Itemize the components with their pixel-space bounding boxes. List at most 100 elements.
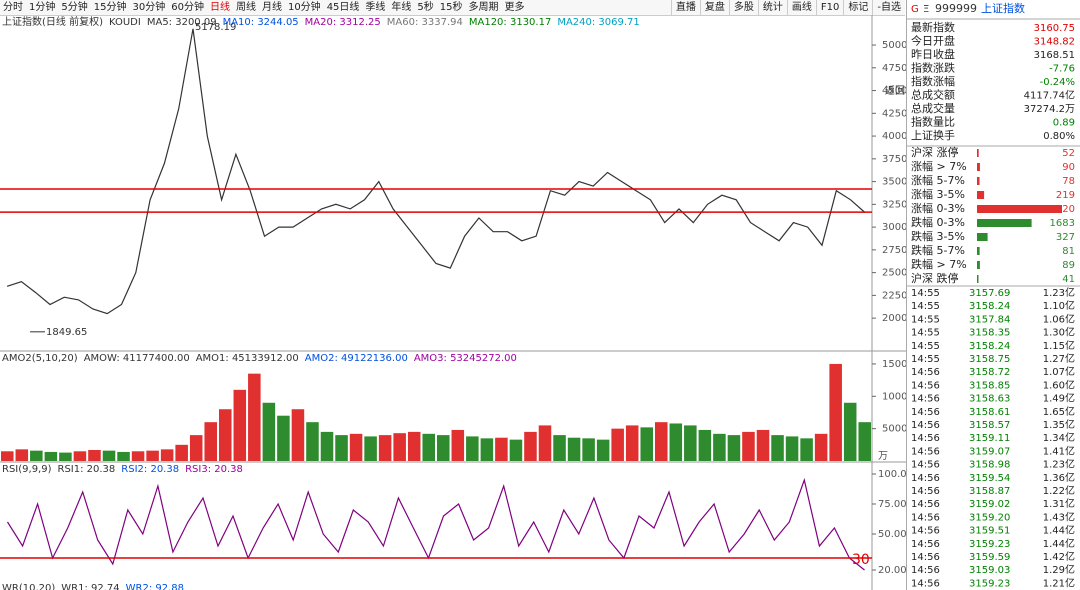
back-button[interactable]: 返回 — [885, 85, 905, 97]
flag: G — [911, 4, 919, 15]
tick-time: 14:56 — [911, 407, 940, 418]
tick-price: 3158.24 — [969, 341, 1010, 352]
tick-price: 3159.20 — [969, 512, 1010, 523]
y-tick-label: 3000 — [882, 222, 906, 233]
volume-bar — [785, 436, 799, 461]
period-tab[interactable]: 30分钟 — [132, 2, 166, 13]
breadth-value: 219 — [1056, 190, 1075, 201]
volume-bar — [567, 437, 581, 461]
tick-volume: 1.10亿 — [1043, 299, 1075, 312]
volume-bar — [640, 427, 653, 461]
tick-price: 3159.51 — [969, 526, 1010, 537]
tick-time: 14:56 — [911, 552, 940, 563]
breadth-bar — [977, 247, 980, 255]
period-tab[interactable]: 年线 — [391, 2, 412, 13]
tick-price: 3157.69 — [969, 288, 1010, 299]
period-tab[interactable]: 多周期 — [468, 2, 499, 13]
tick-time: 14:56 — [911, 367, 940, 378]
volume-bar — [422, 433, 435, 461]
volume-bar — [858, 422, 871, 461]
volume-bar — [262, 402, 276, 461]
volume-bar — [524, 431, 537, 461]
volume-bar — [277, 415, 290, 461]
breadth-label: 跌幅 5-7% — [911, 243, 965, 257]
volume-bar — [698, 429, 712, 461]
tool-button[interactable]: -自选 — [872, 0, 905, 15]
tool-button[interactable]: 标记 — [843, 0, 872, 15]
tick-time: 14:56 — [911, 433, 940, 444]
tick-price: 3159.54 — [969, 473, 1010, 484]
y-tick-label: 3750 — [882, 154, 906, 165]
period-tab[interactable]: 日线 — [209, 2, 230, 13]
quote-label: 昨日收盘 — [911, 47, 955, 61]
tick-time: 14:56 — [911, 526, 940, 537]
tick-volume: 1.27亿 — [1043, 352, 1075, 365]
toolbar: 分时 1分钟 5分钟 15分钟 30分钟 60分钟 日线 周线 月线 10分钟 45日线 季线 年线 5秒… — [0, 0, 905, 16]
y-tick-label: 15000 — [882, 359, 906, 370]
quote-value: 3160.75 — [1034, 23, 1075, 34]
volume-bar — [495, 437, 508, 461]
period-tab[interactable]: 60分钟 — [171, 2, 204, 13]
period-tab[interactable]: 更多 — [504, 2, 525, 13]
volume-bar — [117, 451, 130, 461]
period-tab[interactable]: 10分钟 — [287, 2, 321, 13]
volume-bar — [59, 452, 72, 461]
volume-bar — [509, 439, 523, 461]
tick-volume: 1.06亿 — [1043, 312, 1075, 325]
tick-price: 3159.11 — [969, 433, 1010, 444]
price-line — [6, 28, 866, 315]
period-tab[interactable]: 月线 — [261, 2, 282, 13]
period-tab[interactable]: 5秒 — [417, 2, 434, 13]
volume-bar — [73, 451, 87, 461]
volume-bar — [843, 402, 857, 461]
volume-bar — [582, 438, 595, 461]
tick-time: 14:55 — [911, 314, 940, 325]
breadth-bar — [977, 149, 979, 157]
volume-bar — [233, 389, 247, 461]
breadth-bar — [977, 219, 1032, 227]
tick-time: 14:55 — [911, 328, 940, 339]
period-tab[interactable]: 周线 — [235, 2, 256, 13]
period-tab[interactable]: 15秒 — [439, 2, 463, 13]
breadth-label: 涨幅 0-3% — [911, 202, 965, 215]
period-tab[interactable]: 15分钟 — [93, 2, 127, 13]
unit-label: 万 — [878, 451, 888, 462]
tick-volume: 1.41亿 — [1043, 444, 1075, 457]
quote-value: 0.89 — [1053, 118, 1075, 129]
tool-button[interactable]: 画线 — [786, 0, 816, 15]
breadth-value: 52 — [1062, 148, 1075, 159]
tick-volume: 1.31亿 — [1043, 497, 1075, 510]
y-tick-label: 4500 — [882, 86, 906, 97]
tick-volume: 1.60亿 — [1043, 378, 1075, 391]
volume-bar — [393, 433, 406, 461]
tool-button[interactable]: 统计 — [757, 0, 787, 15]
period-tab[interactable]: 分时 — [3, 2, 23, 13]
quote-value: 4117.74亿 — [1024, 89, 1075, 102]
volume-bar — [131, 451, 145, 461]
period-tab[interactable]: 1分钟 — [29, 2, 56, 13]
volume-bar — [364, 436, 377, 461]
tick-price: 3157.84 — [969, 314, 1010, 325]
volume-bar — [335, 435, 348, 461]
tool-button[interactable]: 多股 — [728, 0, 758, 15]
tick-volume: 1.44亿 — [1043, 524, 1075, 537]
legend-entry: RSI2: 20.38 — [121, 464, 179, 475]
period-tabs: 分时 1分钟 5分钟 15分钟 30分钟 60分钟 日线 周线 月线 10分钟 45日线 季线 年线 5秒… — [0, 0, 671, 15]
breadth-bar — [977, 177, 980, 185]
footer-indicator: WR2: 92.88 — [126, 583, 184, 590]
quote-label: 指数量比 — [911, 115, 955, 129]
tool-button[interactable]: F10 — [815, 0, 843, 15]
legend-entry: RSI1: 20.38 — [58, 464, 116, 475]
period-tab[interactable]: 45日线 — [326, 2, 360, 13]
period-tab[interactable]: 季线 — [365, 2, 386, 13]
volume-bar — [742, 431, 755, 461]
tick-time: 14:56 — [911, 578, 940, 589]
tool-button[interactable]: 复盘 — [699, 0, 729, 15]
period-tab[interactable]: 5分钟 — [61, 2, 88, 13]
volume-bar — [611, 428, 624, 461]
volume-bar — [669, 423, 683, 461]
tool-button[interactable]: 直播 — [670, 0, 700, 15]
tick-volume: 1.44亿 — [1043, 537, 1075, 550]
stock-name: 上证指数 — [981, 1, 1025, 15]
